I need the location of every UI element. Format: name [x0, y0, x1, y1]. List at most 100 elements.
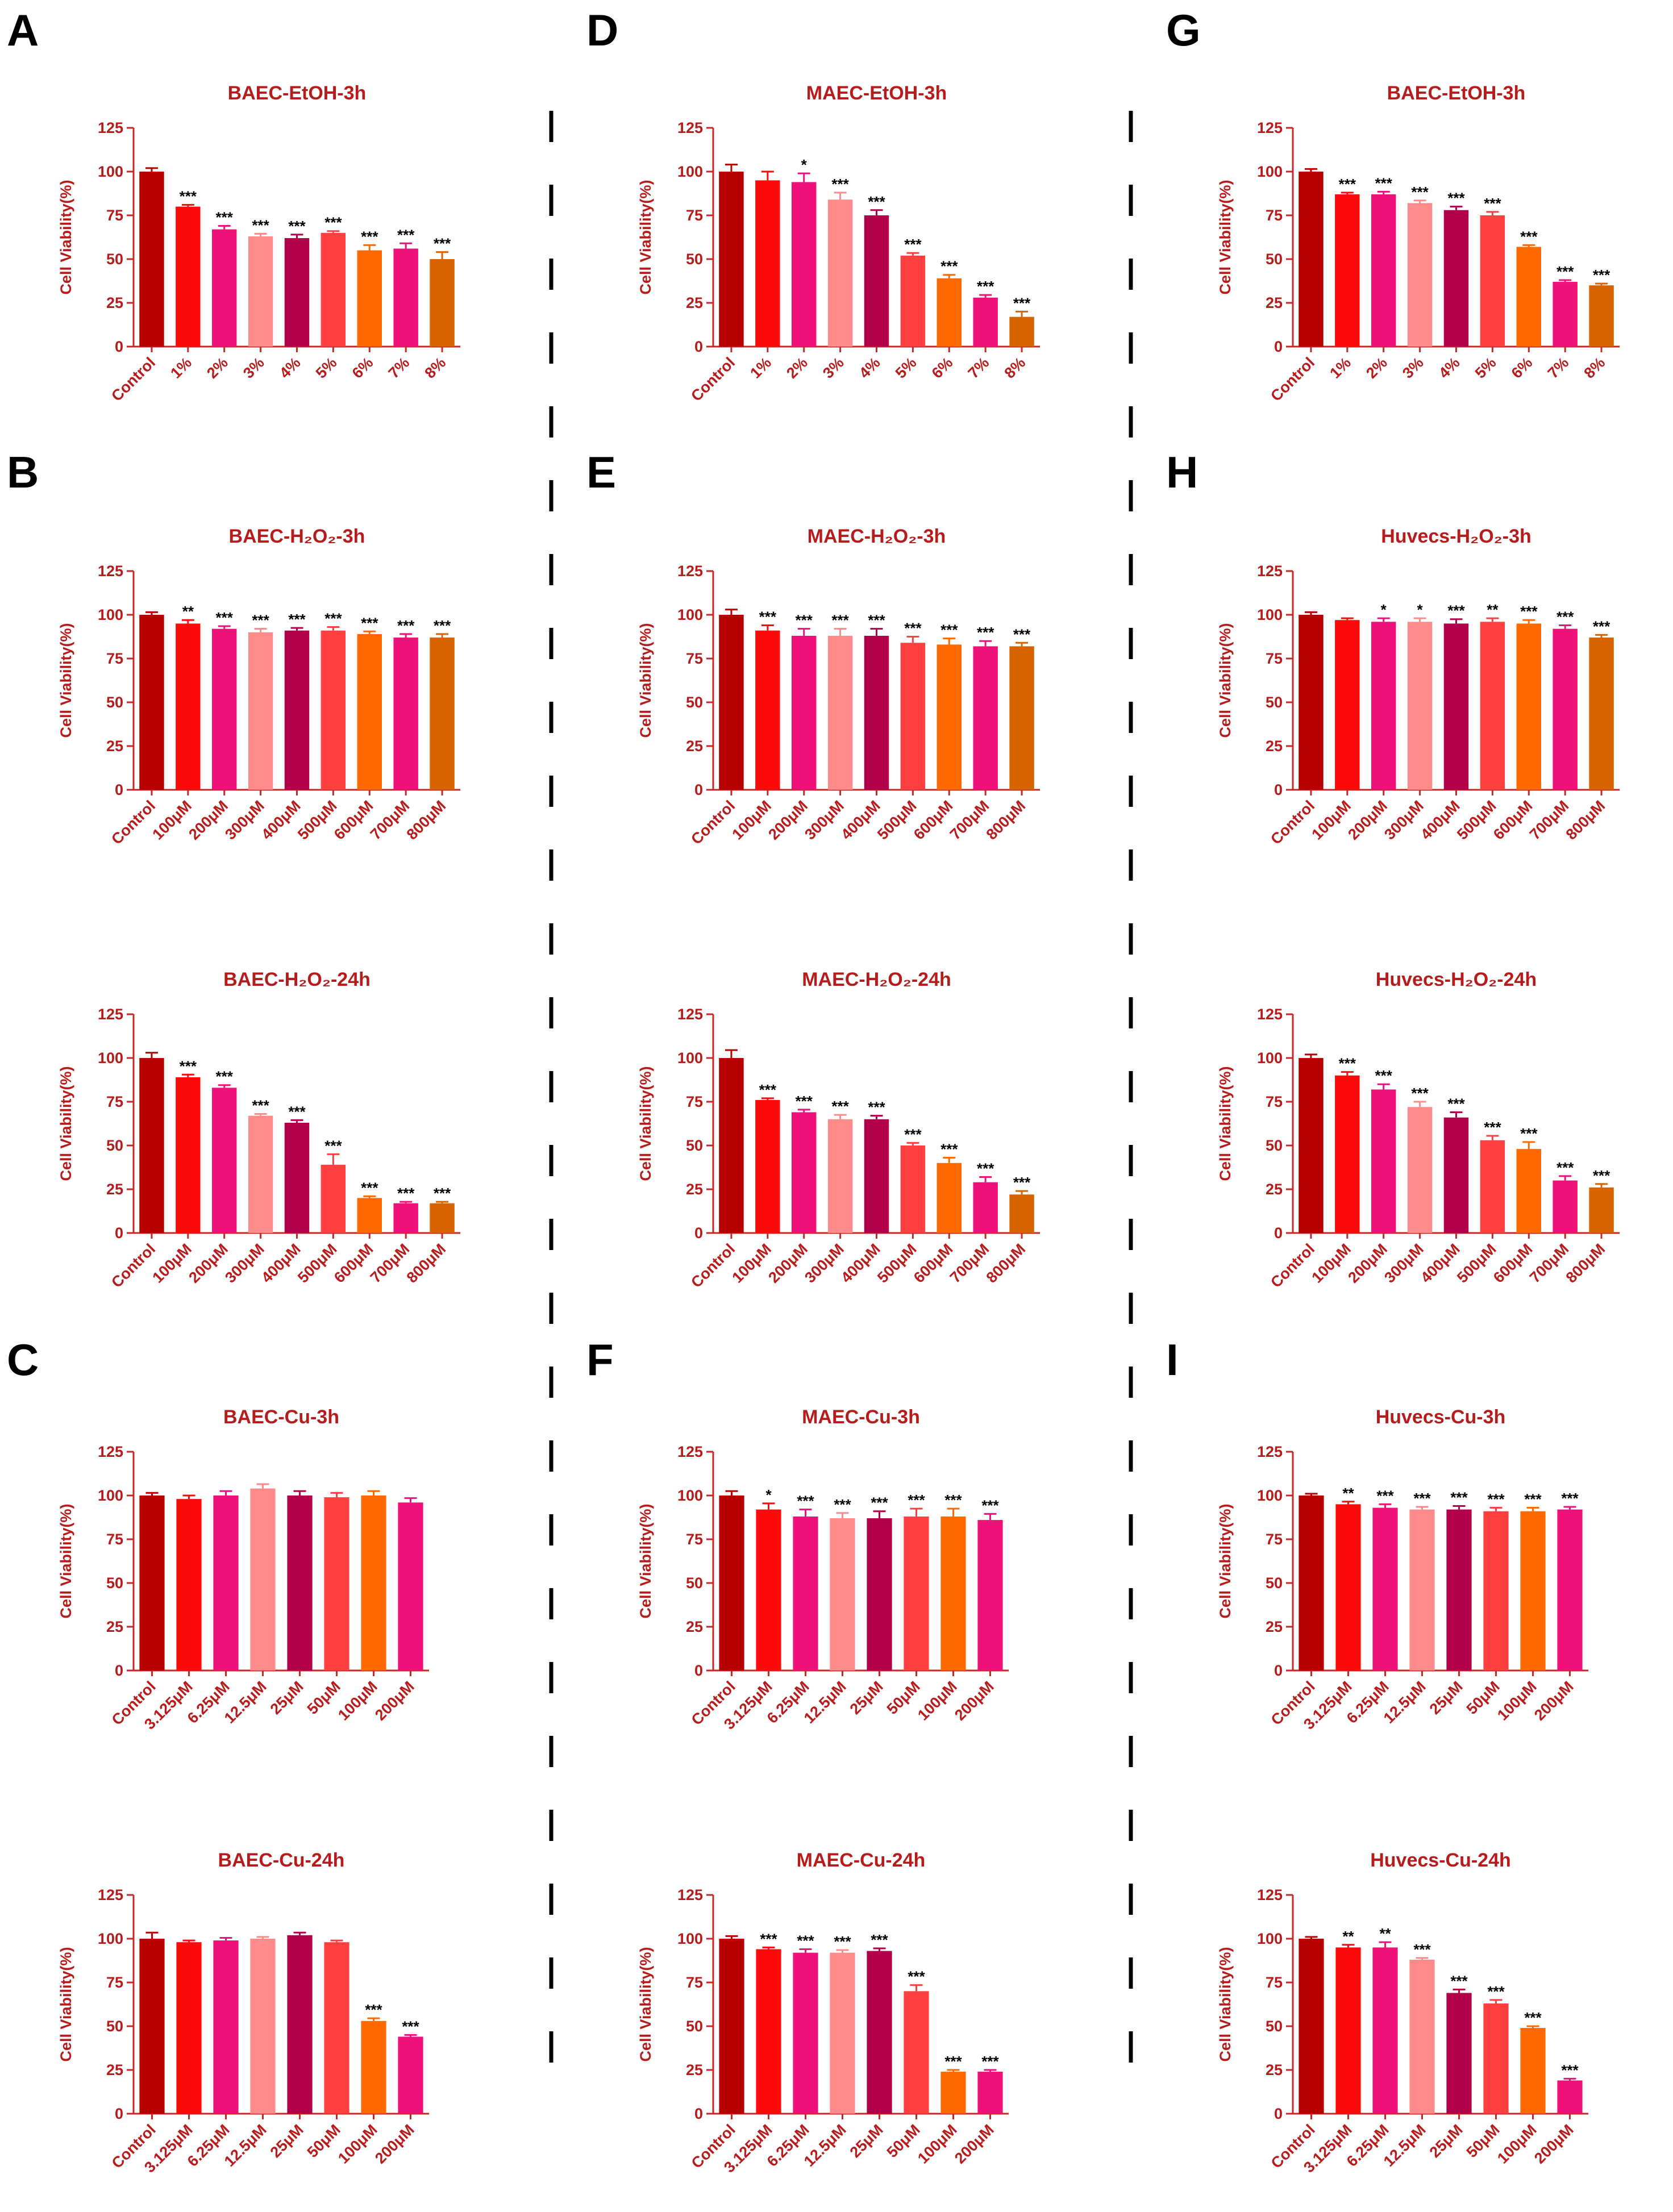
y-tick-label: 0 [115, 338, 123, 355]
x-tick-label: 800μM [983, 797, 1029, 843]
significance-label: *** [981, 1497, 999, 1514]
significance-label: *** [1557, 263, 1574, 280]
x-tick-label: 3% [240, 354, 268, 382]
panel-letter-e: E [586, 447, 616, 497]
y-tick-label: 50 [1266, 1574, 1283, 1592]
y-tick-label: 25 [106, 2061, 123, 2078]
x-tick-label: 25μM [847, 1678, 887, 1718]
y-tick-label: 75 [686, 650, 703, 667]
significance-label: *** [1376, 1487, 1394, 1504]
significance-label: *** [288, 611, 306, 628]
y-tick-label: 25 [106, 294, 123, 311]
y-tick-label: 50 [106, 1137, 123, 1154]
significance-label: *** [324, 610, 342, 627]
x-tick-label: 100μM [1494, 2121, 1540, 2167]
significance-label: *** [1520, 228, 1538, 245]
y-tick-label: 50 [106, 2018, 123, 2035]
significance-label: ** [1342, 1928, 1354, 1945]
bar [937, 644, 962, 790]
y-axis-label: Cell Viability(%) [637, 1947, 654, 2061]
significance-label: *** [361, 228, 378, 245]
x-tick-label: 100μM [1494, 1678, 1540, 1724]
bar [176, 623, 201, 790]
x-tick-label: 800μM [403, 797, 450, 843]
significance-label: *** [1411, 1085, 1429, 1102]
significance-label: *** [759, 608, 777, 625]
bar [248, 236, 273, 347]
chart-title: MAEC-EtOH-3h [806, 82, 947, 104]
significance-label: *** [1593, 1167, 1610, 1184]
panel-letter-i: I [1166, 1335, 1179, 1385]
y-tick-label: 125 [98, 563, 123, 580]
x-tick-label: 400μM [258, 797, 304, 843]
significance-label: *** [288, 218, 306, 235]
x-tick-label: 200μM [1345, 797, 1391, 843]
bar [904, 1516, 929, 1671]
x-tick-label: 1% [747, 354, 775, 382]
bar [284, 1122, 310, 1233]
x-tick-label: 300μM [801, 797, 847, 843]
y-tick-label: 75 [106, 1093, 123, 1110]
chart-title: BAEC-Cu-3h [223, 1406, 339, 1428]
x-tick-label: 500μM [294, 797, 340, 843]
panel-letter-g: G [1166, 5, 1201, 55]
x-tick-label: 200μM [765, 797, 811, 843]
significance-label: *** [1447, 190, 1465, 207]
x-tick-label: 700μM [947, 797, 993, 843]
chart-7: MAEC-H₂O₂-3h Cell Viability(%) 0 25 50 75 100 1… [637, 526, 1040, 848]
bar [973, 297, 998, 347]
x-tick-label: 100μM [729, 797, 775, 843]
y-axis-label: Cell Viability(%) [57, 623, 74, 738]
x-tick-label: 100μM [1308, 1240, 1354, 1286]
x-tick-label: 6% [1508, 354, 1536, 382]
significance-label: * [1381, 601, 1387, 618]
y-axis-label: Cell Viability(%) [1217, 1947, 1234, 2061]
y-tick-label: 100 [677, 1487, 703, 1504]
bar [792, 635, 817, 790]
significance-label: *** [759, 1081, 777, 1098]
y-tick-label: 125 [98, 1006, 123, 1023]
bar [719, 1939, 744, 2114]
x-tick-label: Control [1267, 1240, 1318, 1291]
bar [830, 1518, 855, 1671]
chart-8: MAEC-H₂O₂-24h Cell Viability(%) 0 25 50 75 100… [637, 969, 1040, 1291]
y-tick-label: 0 [694, 1224, 703, 1242]
x-tick-label: 8% [1001, 354, 1029, 382]
significance-label: *** [1593, 266, 1610, 284]
bar [1371, 194, 1396, 347]
significance-label: * [1417, 601, 1424, 618]
bar [1372, 1507, 1398, 1671]
significance-label: *** [361, 1179, 378, 1196]
bar [1516, 247, 1541, 347]
x-tick-label: 500μM [294, 1240, 340, 1286]
significance-label: *** [1013, 1174, 1031, 1191]
x-tick-label: 12.5μM [221, 2121, 270, 2170]
x-tick-label: 6% [349, 354, 377, 382]
x-tick-label: 200μM [951, 2121, 997, 2167]
significance-label: *** [1447, 602, 1465, 619]
chart-11: BAEC-EtOH-3h Cell Viability(%) 0 25 50 75 100 1… [1217, 82, 1620, 405]
bar [1409, 1509, 1435, 1671]
chart-title: Huvecs-Cu-3h [1376, 1406, 1506, 1428]
bar [430, 259, 455, 347]
y-tick-label: 125 [98, 119, 123, 136]
bar [864, 635, 889, 790]
x-tick-label: 1% [167, 354, 195, 382]
chart-title: BAEC-EtOH-3h [228, 82, 367, 104]
x-tick-label: 500μM [1454, 1240, 1500, 1286]
bar [1516, 623, 1541, 790]
y-tick-label: 0 [115, 2105, 123, 2122]
significance-label: *** [868, 1099, 885, 1116]
significance-label: *** [977, 624, 994, 641]
bar [361, 2021, 386, 2114]
y-tick-label: 50 [1266, 694, 1283, 711]
significance-label: *** [871, 1494, 888, 1511]
bar [755, 630, 780, 790]
x-tick-label: Control [1267, 797, 1318, 848]
chart-5: BAEC-Cu-24h Cell Viability(%) 0 25 50 75 100 12… [57, 1849, 429, 2176]
bar [1299, 1496, 1324, 1671]
y-tick-label: 100 [1257, 1930, 1283, 1947]
x-tick-label: 6% [929, 354, 956, 382]
significance-label: *** [1487, 1983, 1505, 2000]
bar [1553, 628, 1578, 790]
